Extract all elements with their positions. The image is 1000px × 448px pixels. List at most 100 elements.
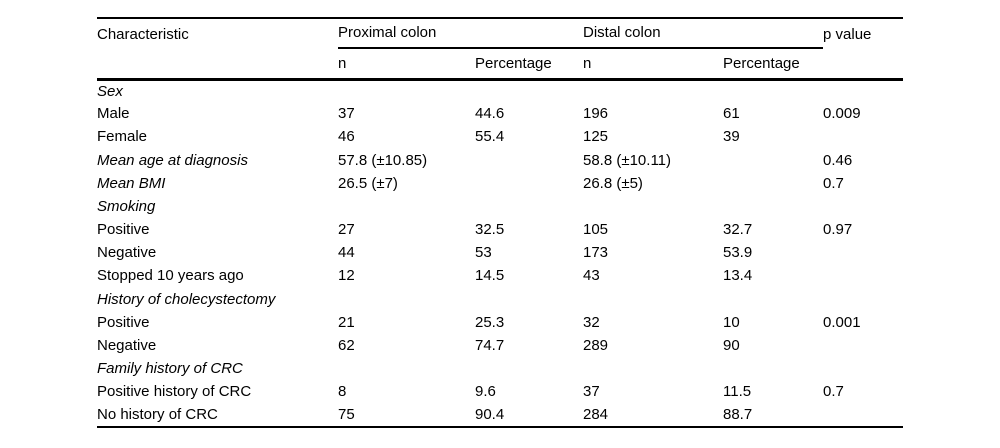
proximal-percentage-cell bbox=[475, 149, 583, 172]
distal-n-cell bbox=[583, 357, 723, 380]
characteristic-cell: Mean BMI bbox=[97, 174, 166, 192]
p-value-cell bbox=[823, 125, 903, 148]
section-row: Mean BMI 26.5 (±7) 26.8 (±5) 0.7 bbox=[97, 172, 903, 195]
table-row: Female 46 55.4 125 39 bbox=[97, 125, 903, 148]
col-header-p-value: p value bbox=[823, 18, 904, 81]
p-value-cell: 0.97 bbox=[823, 221, 853, 239]
p-value-cell bbox=[823, 357, 903, 380]
proximal-n-cell: 57.8 (±10.85) bbox=[338, 151, 428, 169]
table-row: Positive history of CRC 8 9.6 37 11.5 0.7 bbox=[97, 380, 903, 403]
distal-n-cell: 125 bbox=[583, 128, 609, 146]
proximal-n-cell bbox=[338, 195, 475, 218]
section-row: Sex bbox=[97, 79, 903, 102]
table-row: Negative 62 74.7 289 90 bbox=[97, 334, 903, 357]
proximal-percentage-cell bbox=[475, 172, 583, 195]
proximal-n-cell: 46 bbox=[338, 128, 355, 146]
p-value-cell bbox=[823, 404, 903, 427]
distal-n-cell: 32 bbox=[583, 313, 600, 331]
p-value-cell bbox=[823, 79, 903, 102]
characteristic-cell: Smoking bbox=[97, 197, 156, 215]
characteristic-cell: Negative bbox=[97, 244, 157, 262]
proximal-percentage-cell: 53 bbox=[475, 244, 492, 262]
section-row: Smoking bbox=[97, 195, 903, 218]
distal-n-cell: 284 bbox=[583, 406, 609, 424]
p-value-cell bbox=[823, 288, 903, 311]
col-header-characteristic: Characteristic bbox=[97, 18, 338, 81]
p-value-cell bbox=[823, 334, 903, 357]
distal-n-cell: 196 bbox=[583, 105, 609, 123]
distal-n-cell bbox=[583, 79, 723, 102]
p-value-cell bbox=[823, 241, 903, 264]
col-subheader-proximal-n: n bbox=[338, 48, 475, 81]
proximal-percentage-cell: 44.6 bbox=[475, 105, 505, 123]
proximal-n-cell: 8 bbox=[338, 383, 347, 401]
proximal-n-cell bbox=[338, 79, 475, 102]
col-subheader-proximal-percentage: Percentage bbox=[475, 48, 583, 81]
proximal-percentage-cell: 90.4 bbox=[475, 406, 505, 424]
header-sub-row: n Percentage n Percentage bbox=[97, 48, 903, 81]
proximal-n-cell: 75 bbox=[338, 406, 355, 424]
table-row: Positive 27 32.5 105 32.7 0.97 bbox=[97, 218, 903, 241]
p-value-cell: 0.7 bbox=[823, 174, 844, 192]
section-row: History of cholecystectomy bbox=[97, 288, 903, 311]
col-subheader-distal-percentage: Percentage bbox=[723, 48, 824, 81]
distal-n-cell bbox=[583, 288, 723, 311]
characteristic-cell: Positive bbox=[97, 221, 150, 239]
proximal-n-cell: 62 bbox=[338, 337, 355, 355]
distal-n-cell: 289 bbox=[583, 337, 609, 355]
distal-percentage-cell bbox=[723, 357, 823, 380]
table-row: Negative 44 53 173 53.9 bbox=[97, 241, 903, 264]
table-row: Male 37 44.6 196 61 0.009 bbox=[97, 102, 903, 125]
distal-n-cell: 26.8 (±5) bbox=[583, 174, 643, 192]
distal-percentage-cell: 10 bbox=[723, 313, 740, 331]
characteristic-cell: Sex bbox=[97, 82, 123, 100]
characteristic-cell: Negative bbox=[97, 337, 157, 355]
table-row: Stopped 10 years ago 12 14.5 43 13.4 bbox=[97, 265, 903, 288]
proximal-percentage-cell bbox=[475, 195, 583, 218]
characteristic-cell: Family history of CRC bbox=[97, 360, 243, 378]
characteristic-cell: Stopped 10 years ago bbox=[97, 267, 244, 285]
proximal-n-cell: 12 bbox=[338, 267, 355, 285]
col-header-proximal-colon: Proximal colon bbox=[338, 18, 583, 49]
proximal-percentage-cell bbox=[475, 288, 583, 311]
distal-percentage-cell bbox=[723, 195, 823, 218]
proximal-percentage-cell: 55.4 bbox=[475, 128, 505, 146]
characteristic-cell: Mean age at diagnosis bbox=[97, 151, 248, 169]
characteristic-cell: History of cholecystectomy bbox=[97, 290, 276, 308]
proximal-n-cell: 26.5 (±7) bbox=[338, 174, 398, 192]
distal-n-cell: 37 bbox=[583, 383, 600, 401]
distal-percentage-cell bbox=[723, 79, 823, 102]
proximal-percentage-cell: 25.3 bbox=[475, 313, 505, 331]
characteristic-cell: Positive history of CRC bbox=[97, 383, 252, 401]
proximal-n-cell: 44 bbox=[338, 244, 355, 262]
table-row: Positive 21 25.3 32 10 0.001 bbox=[97, 311, 903, 334]
proximal-percentage-cell: 14.5 bbox=[475, 267, 505, 285]
distal-percentage-cell: 32.7 bbox=[723, 221, 753, 239]
distal-n-cell bbox=[583, 195, 723, 218]
p-value-cell: 0.46 bbox=[823, 151, 853, 169]
proximal-n-cell bbox=[338, 357, 475, 380]
section-row: Family history of CRC bbox=[97, 357, 903, 380]
characteristic-cell: Male bbox=[97, 105, 130, 123]
proximal-percentage-cell bbox=[475, 79, 583, 102]
proximal-n-cell: 37 bbox=[338, 105, 355, 123]
header-group-row: Characteristic Proximal colon Distal col… bbox=[97, 18, 904, 81]
distal-percentage-cell: 90 bbox=[723, 337, 740, 355]
distal-n-cell: 58.8 (±10.11) bbox=[583, 151, 672, 169]
p-value-cell bbox=[823, 195, 903, 218]
p-value-cell: 0.7 bbox=[823, 383, 844, 401]
distal-percentage-cell: 61 bbox=[723, 105, 740, 123]
distal-percentage-cell: 88.7 bbox=[723, 406, 753, 424]
p-value-cell: 0.009 bbox=[823, 105, 861, 123]
distal-percentage-cell bbox=[723, 149, 823, 172]
proximal-percentage-cell: 9.6 bbox=[475, 383, 496, 401]
col-header-distal-colon: Distal colon bbox=[583, 18, 824, 49]
proximal-n-cell bbox=[338, 288, 475, 311]
distal-n-cell: 105 bbox=[583, 221, 609, 239]
distal-percentage-cell: 13.4 bbox=[723, 267, 753, 285]
distal-percentage-cell: 53.9 bbox=[723, 244, 753, 262]
table-row: No history of CRC 75 90.4 284 88.7 bbox=[97, 404, 903, 427]
distal-percentage-cell: 11.5 bbox=[723, 383, 752, 401]
proximal-n-cell: 21 bbox=[338, 313, 355, 331]
